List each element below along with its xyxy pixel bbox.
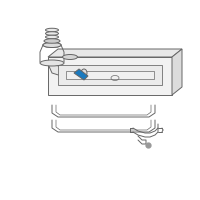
Ellipse shape <box>40 60 64 66</box>
Ellipse shape <box>62 54 78 60</box>
Ellipse shape <box>44 39 60 43</box>
Ellipse shape <box>43 43 61 47</box>
Polygon shape <box>66 71 154 79</box>
Ellipse shape <box>46 32 58 35</box>
Polygon shape <box>172 49 182 95</box>
Polygon shape <box>48 57 172 95</box>
Ellipse shape <box>81 69 87 77</box>
Polygon shape <box>74 69 88 80</box>
Polygon shape <box>48 64 86 78</box>
Ellipse shape <box>43 43 61 47</box>
Polygon shape <box>48 49 182 57</box>
Ellipse shape <box>46 35 58 39</box>
Polygon shape <box>58 65 162 85</box>
Ellipse shape <box>46 28 58 32</box>
